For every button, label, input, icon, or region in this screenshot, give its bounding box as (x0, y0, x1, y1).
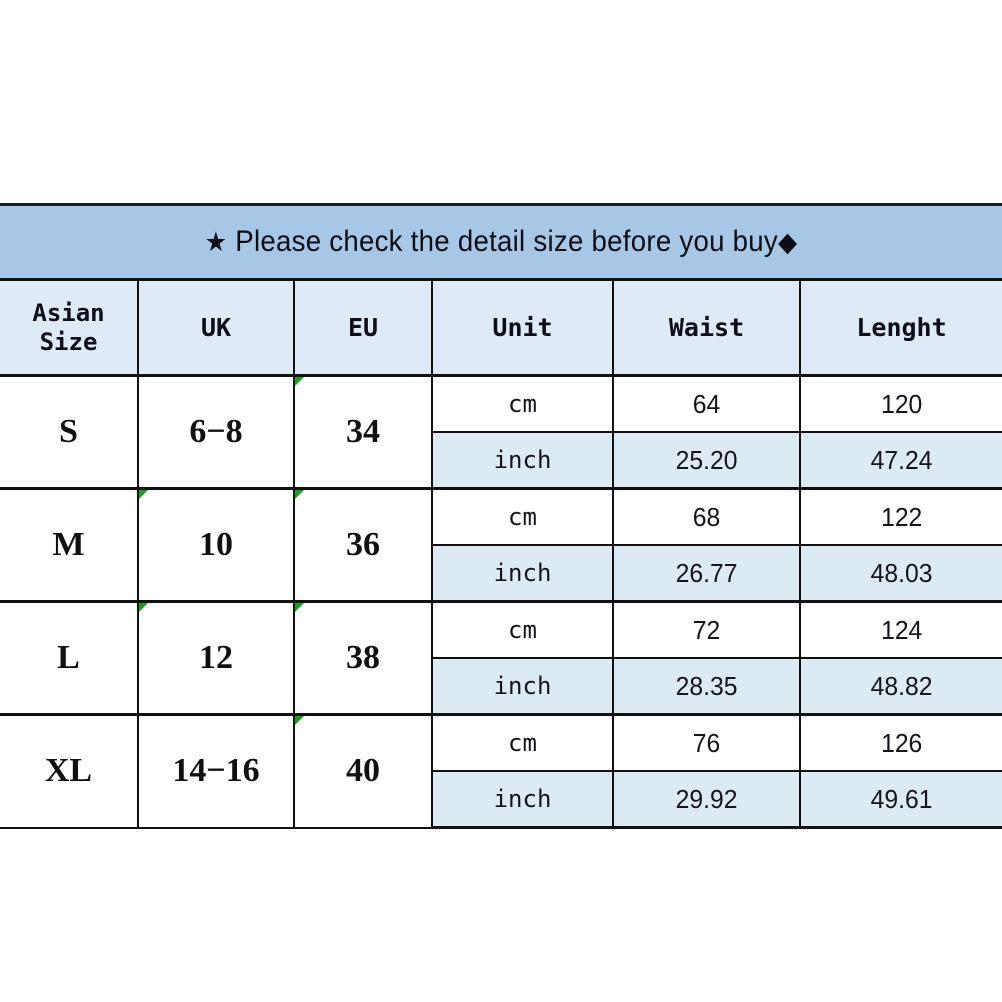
cell-unit: inch (431, 544, 614, 603)
cell-eu-value: 36 (346, 526, 380, 563)
cell-length: 120 (799, 374, 1002, 433)
cell-waist: 26.77 (612, 544, 801, 603)
cell-eu: 34 (293, 374, 433, 490)
comment-marker-icon (295, 603, 304, 612)
cell-length: 126 (799, 713, 1002, 772)
cell-length: 49.61 (799, 770, 1002, 829)
cell-eu: 38 (293, 600, 433, 716)
diamond-icon: ◆ (777, 227, 798, 257)
table-row: XL 14−16 40 cm 76 126 (0, 713, 1002, 829)
table-row: inch 28.35 48.82 (0, 657, 1002, 716)
cell-asian-size: S (0, 374, 139, 490)
cell-waist: 64 (612, 374, 801, 433)
cell-uk-value: 10 (199, 526, 233, 563)
comment-marker-icon (139, 603, 148, 612)
cell-unit: cm (431, 374, 614, 433)
comment-marker-icon (295, 716, 304, 725)
star-icon: ★ (204, 227, 228, 257)
cell-asian-size: L (0, 600, 139, 716)
column-header-asian-size: Asian Size (0, 278, 139, 377)
cell-waist: 72 (612, 600, 801, 659)
cell-waist: 25.20 (612, 431, 801, 490)
cell-length: 124 (799, 600, 1002, 659)
banner-message: Please check the detail size before you … (235, 225, 778, 258)
column-header-length: Lenght (799, 278, 1002, 377)
table-header-row: Asian Size UK EU Unit Waist Lenght (0, 278, 1002, 377)
cell-waist: 28.35 (612, 657, 801, 716)
cell-length: 122 (799, 487, 1002, 546)
table-row: L 12 38 cm 72 124 (0, 600, 1002, 716)
cell-uk: 6−8 (137, 374, 295, 490)
table-row: M 10 36 cm 68 122 (0, 487, 1002, 603)
column-header-waist: Waist (612, 278, 801, 377)
cell-eu: 36 (293, 487, 433, 603)
column-header-uk: UK (137, 278, 295, 377)
banner-cell: ★ Please check the detail size before yo… (0, 203, 1002, 281)
cell-length: 48.03 (799, 544, 1002, 603)
table-row: inch 26.77 48.03 (0, 544, 1002, 603)
cell-waist: 68 (612, 487, 801, 546)
cell-unit: inch (431, 431, 614, 490)
table-row: inch 29.92 49.61 (0, 770, 1002, 829)
column-header-asian-size-line2: Size (39, 327, 98, 356)
cell-asian-size: XL (0, 713, 139, 829)
cell-uk: 12 (137, 600, 295, 716)
cell-unit: inch (431, 770, 614, 829)
cell-eu: 40 (293, 713, 433, 829)
cell-uk: 10 (137, 487, 295, 603)
cell-waist: 29.92 (612, 770, 801, 829)
cell-length: 47.24 (799, 431, 1002, 490)
banner-text-wrapper: ★ Please check the detail size before yo… (205, 225, 798, 259)
cell-unit: cm (431, 487, 614, 546)
cell-unit: inch (431, 657, 614, 716)
cell-waist: 76 (612, 713, 801, 772)
cell-asian-size: M (0, 487, 139, 603)
size-chart-table: ★ Please check the detail size before yo… (0, 203, 1002, 829)
cell-eu-value: 38 (346, 639, 380, 676)
comment-marker-icon (295, 490, 304, 499)
comment-marker-icon (295, 377, 304, 386)
banner-row: ★ Please check the detail size before yo… (0, 203, 1002, 281)
cell-eu-value: 34 (346, 413, 380, 450)
column-header-asian-size-line1: Asian (32, 299, 105, 328)
cell-eu-value: 40 (346, 752, 380, 790)
table-row: S 6−8 34 cm 64 120 (0, 374, 1002, 490)
comment-marker-icon (139, 490, 148, 499)
column-header-unit: Unit (431, 278, 614, 377)
table-row: inch 25.20 47.24 (0, 431, 1002, 490)
cell-length: 48.82 (799, 657, 1002, 716)
cell-uk-value: 12 (199, 639, 233, 676)
cell-unit: cm (431, 600, 614, 659)
cell-unit: cm (431, 713, 614, 772)
cell-uk: 14−16 (137, 713, 295, 829)
column-header-eu: EU (293, 278, 433, 377)
